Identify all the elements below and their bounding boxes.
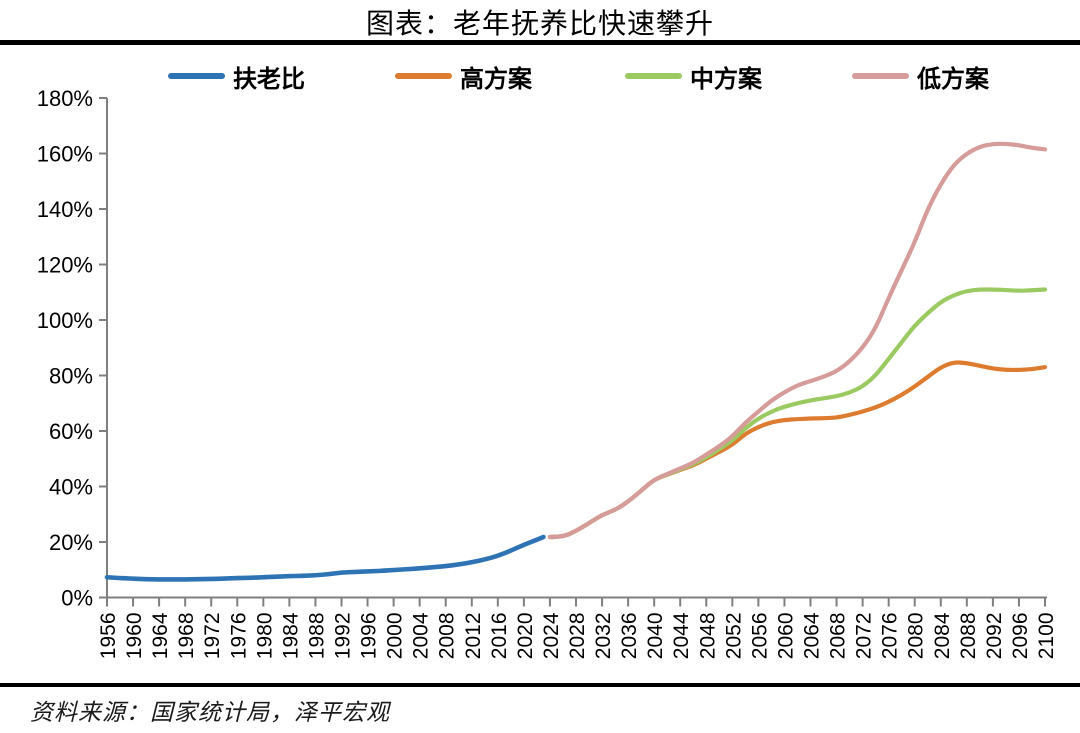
x-tick-label: 2008 [436, 613, 459, 660]
x-tick-label: 2084 [931, 612, 954, 659]
series-line-中方案 [547, 287, 1048, 540]
legend-label: 扶老比 [233, 66, 305, 93]
data-source-note: 资料来源：国家统计局，泽平宏观 [30, 700, 390, 725]
y-axis-ticks: 0% 20% 40% 60% 80% 100% 120% 140% 160% 180% [37, 86, 107, 611]
y-tick-label: 180% [37, 86, 93, 111]
x-tick-label: 2020 [514, 613, 537, 660]
x-tick-label: 2024 [540, 612, 563, 659]
page-title: 图表：老年抚养比快速攀升 [365, 9, 714, 40]
x-tick-label: 2092 [983, 613, 1006, 660]
legend-swatch-icon [395, 73, 452, 79]
x-tick-label: 2080 [905, 613, 928, 660]
y-tick-label: 160% [37, 142, 93, 167]
x-tick-label: 2004 [410, 612, 433, 659]
x-tick-label: 1996 [358, 613, 381, 660]
x-tick-label: 1956 [97, 613, 120, 660]
legend-item-扶老比: 扶老比 [168, 60, 305, 93]
y-tick-label: 40% [49, 475, 93, 500]
x-tick-label: 1988 [305, 613, 328, 660]
legend-swatch-icon [625, 73, 682, 79]
x-tick-label: 2040 [644, 613, 667, 660]
y-tick-label: 140% [37, 197, 93, 222]
chart-legend: 扶老比 高方案 中方案 低方案 [0, 60, 1080, 93]
x-tick-label: 2076 [879, 613, 902, 660]
legend-item-中方案: 中方案 [625, 60, 762, 93]
x-tick-label: 1960 [123, 613, 146, 660]
x-tick-label: 2012 [462, 613, 485, 660]
x-tick-label: 2100 [1035, 613, 1058, 660]
legend-label: 高方案 [460, 66, 532, 93]
x-tick-label: 2056 [748, 613, 771, 660]
x-tick-label: 2044 [670, 612, 693, 659]
y-tick-label: 80% [49, 364, 93, 389]
x-tick-label: 2068 [827, 613, 850, 660]
x-tick-label: 2048 [696, 613, 719, 660]
x-tick-label: 2052 [722, 613, 745, 660]
bottom-divider [0, 683, 1080, 687]
x-tick-label: 2060 [774, 613, 797, 660]
y-tick-label: 60% [49, 419, 93, 444]
axes [106, 98, 1047, 599]
legend-item-低方案: 低方案 [852, 60, 989, 93]
x-tick-label: 1972 [201, 613, 224, 660]
x-tick-label: 1984 [279, 612, 302, 659]
legend-item-高方案: 高方案 [395, 60, 532, 93]
x-tick-label: 2000 [384, 613, 407, 660]
x-tick-label: 2096 [1009, 613, 1032, 660]
series-line-扶老比 [104, 534, 546, 582]
x-tick-label: 2088 [957, 613, 980, 660]
x-tick-label: 2028 [566, 613, 589, 660]
x-tick-label: 2064 [801, 612, 824, 659]
x-tick-label: 2016 [488, 613, 511, 660]
x-tick-label: 2036 [618, 613, 641, 660]
y-tick-label: 100% [37, 308, 93, 333]
y-tick-label: 120% [37, 253, 93, 278]
x-tick-label: 2072 [853, 613, 876, 660]
x-tick-label: 1976 [227, 613, 250, 660]
x-tick-label: 1968 [175, 613, 198, 660]
legend-swatch-icon [852, 73, 909, 79]
x-tick-label: 1964 [149, 612, 172, 659]
data-series [104, 141, 1048, 582]
y-tick-label: 20% [49, 530, 93, 555]
legend-swatch-icon [168, 73, 225, 79]
legend-label: 中方案 [690, 66, 762, 93]
legend-label: 低方案 [917, 66, 989, 93]
top-divider [0, 40, 1080, 45]
series-line-低方案 [547, 141, 1048, 540]
x-tick-label: 1992 [332, 613, 355, 660]
y-tick-label: 0% [61, 586, 93, 611]
series-line-高方案 [547, 360, 1048, 540]
x-tick-label: 1980 [253, 613, 276, 660]
x-tick-label: 2032 [592, 613, 615, 660]
x-axis-ticks: 1956 1960 1964 1968 1972 1976 1980 1984 1988 1992… [97, 597, 1058, 660]
